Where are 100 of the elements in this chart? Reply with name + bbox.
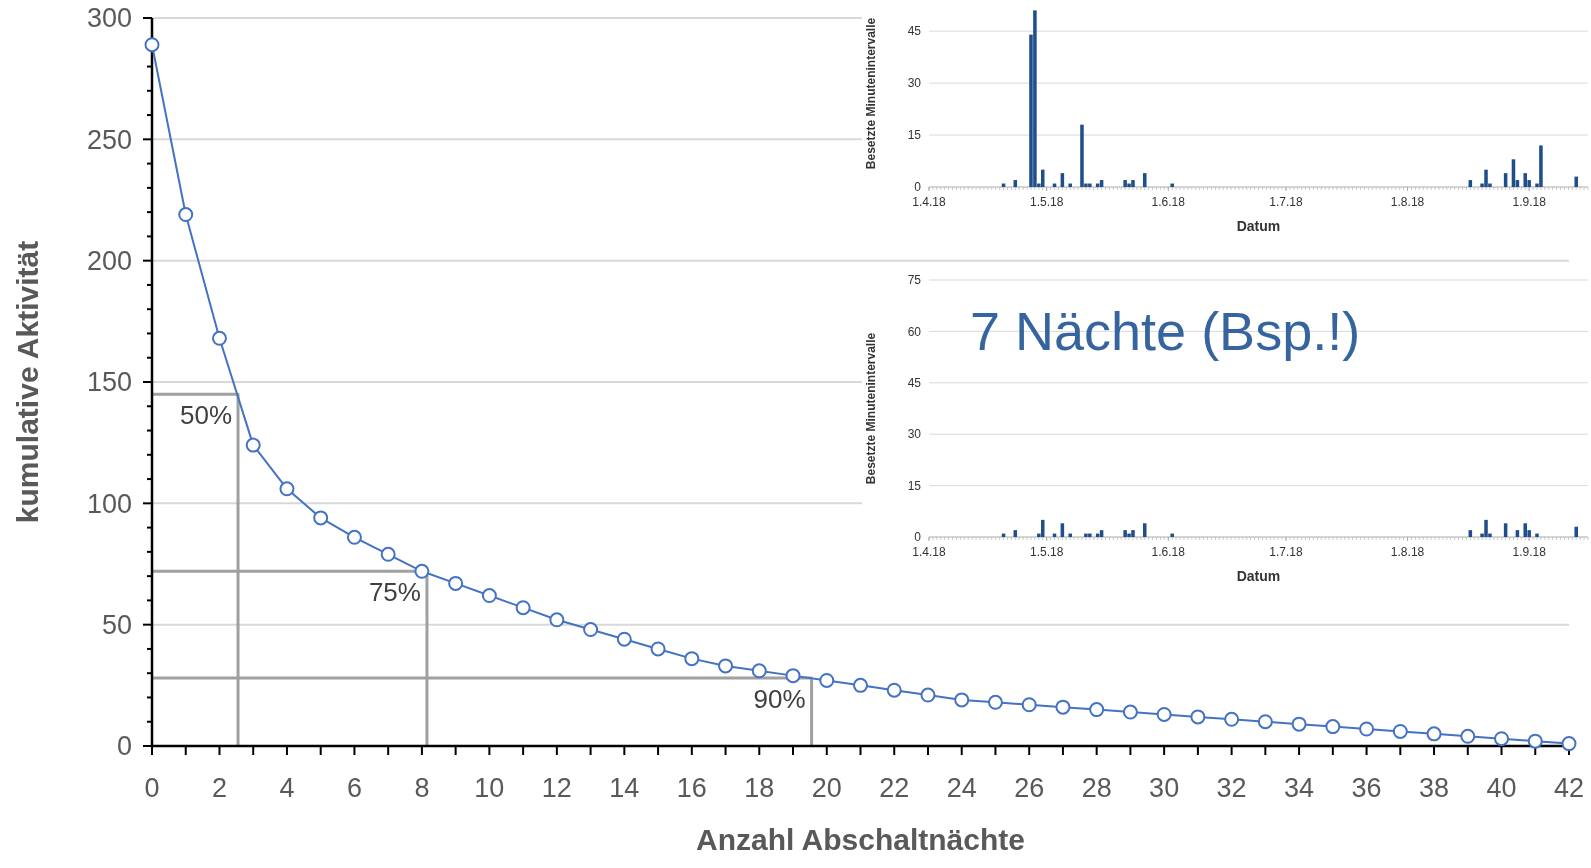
x-axis-title: Datum [1236,568,1281,584]
x-tick-label: 22 [879,773,910,804]
x-tick-label: 14 [609,773,640,804]
y-axis-title: Besetzte Minutenintervalle [864,332,878,485]
point [954,692,970,708]
x-tick-label: 38 [1419,773,1450,804]
x-tick-label: 1.9.18 [1512,545,1547,560]
point [684,651,700,667]
y-axis-title: kumulative Aktivität [11,240,44,524]
bar [1574,176,1578,187]
bar [1123,180,1127,187]
x-tick-label: 26 [1014,773,1045,804]
bar [1484,169,1488,187]
y-tick-label: 45 [907,376,922,390]
x-tick-label: 4 [279,773,295,804]
point [1325,719,1341,735]
point [785,668,801,684]
point [1021,697,1037,713]
x-tick-label: 1.4.18 [912,195,946,210]
y-tick-label: 15 [907,478,922,493]
point [211,330,227,346]
bar [1088,533,1092,537]
x-tick-label: 0 [144,773,160,804]
y-tick-label: 15 [907,128,922,143]
point [549,612,565,628]
point [886,682,902,698]
x-tick-label: 24 [946,773,977,804]
point [481,588,497,604]
annotation: 90% [753,684,806,715]
x-axis-title: Datum [1236,218,1281,234]
point [1055,699,1071,715]
bar [1068,533,1072,537]
y-tick-label: 75 [907,273,922,288]
annotation: 50% [179,400,233,431]
point [1291,716,1307,732]
bar [1484,519,1488,537]
point [1089,702,1105,718]
annotation: 7 Nächte (Bsp.!) [970,301,1361,361]
x-tick-label: 1.6.18 [1151,195,1186,210]
bar [1535,533,1539,537]
bar [1523,523,1527,537]
bar [1040,169,1045,187]
x-tick-label: 20 [811,773,842,804]
x-tick-label: 18 [744,773,775,804]
point [414,563,430,579]
y-tick-label: 0 [116,731,132,762]
bar [1068,183,1072,187]
x-tick-label: 2 [211,773,227,804]
point [1494,731,1510,747]
point [1122,704,1138,720]
point [1392,723,1408,739]
x-tick-label: 32 [1216,773,1247,804]
x-tick-label: 42 [1553,773,1585,804]
x-tick-label: 36 [1351,773,1382,804]
y-tick-label: 150 [86,367,132,398]
point [650,641,666,657]
y-tick-label: 200 [86,246,132,277]
point [380,546,396,562]
point [515,600,531,616]
x-tick-label: 16 [676,773,707,804]
bar [1040,519,1045,537]
point [1190,709,1206,725]
point [1359,721,1375,737]
bar [1033,10,1037,187]
y-axis-title: Besetzte Minutenintervalle [864,17,878,170]
x-tick-label: 1.9.18 [1512,195,1547,210]
y-tick-label: 100 [86,488,132,519]
point [178,207,194,223]
annotation: 75% [368,577,421,608]
bar [1084,533,1088,537]
point [313,510,329,526]
x-tick-label: 10 [474,773,505,804]
y-tick-label: 300 [86,3,132,34]
x-tick-label: 12 [541,773,572,804]
x-tick-label: 1.8.18 [1390,545,1425,560]
x-tick-label: 8 [414,773,430,804]
y-tick-label: 0 [914,530,922,545]
x-tick-label: 1.5.18 [1029,195,1064,210]
bar [1127,533,1131,537]
x-tick-label: 1.6.18 [1151,545,1186,560]
point [1224,711,1240,727]
y-tick-label: 30 [907,76,922,91]
x-tick-label: 1.7.18 [1269,195,1303,210]
y-tick-label: 60 [907,324,922,339]
bar [1170,533,1174,537]
y-tick-label: 0 [914,180,922,195]
bar [1574,526,1578,537]
point [583,622,599,638]
point [1426,726,1442,742]
x-axis-title: Anzahl Abschaltnächte [696,823,1025,856]
point [1527,733,1543,749]
x-tick-label: 28 [1081,773,1112,804]
x-tick-label: 34 [1284,773,1315,804]
bar [1131,180,1135,187]
x-tick-label: 30 [1149,773,1180,804]
point [1156,706,1172,722]
x-tick-label: 1.7.18 [1269,545,1303,560]
bar [1523,173,1527,187]
point [819,672,835,688]
bar [1127,183,1131,187]
